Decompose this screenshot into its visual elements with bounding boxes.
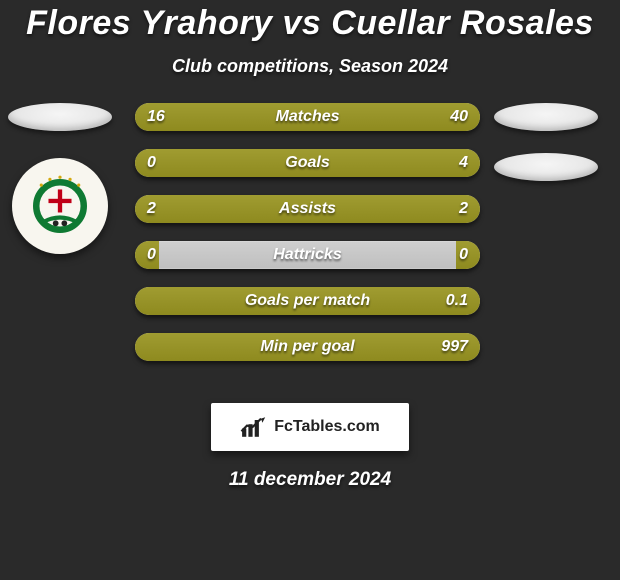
stat-label: Goals per match: [135, 287, 480, 315]
club-crest: [12, 158, 108, 254]
player-right-pill-2: [494, 153, 598, 181]
stat-row: 00Hattricks: [135, 241, 480, 269]
chart-icon: [240, 415, 268, 439]
stat-row: 22Assists: [135, 195, 480, 223]
stat-label: Hattricks: [135, 241, 480, 269]
subtitle: Club competitions, Season 2024: [0, 56, 620, 77]
stat-label: Min per goal: [135, 333, 480, 361]
stat-rows: 1640Matches 04Goals 22Assists 00Hattricks 0.…: [135, 103, 480, 361]
stat-row: 0.1Goals per match: [135, 287, 480, 315]
stat-row: 1640Matches: [135, 103, 480, 131]
stat-row: 04Goals: [135, 149, 480, 177]
comparison-area: 1640Matches 04Goals 22Assists 00Hattricks 0.…: [0, 103, 620, 387]
stat-row: 997Min per goal: [135, 333, 480, 361]
page-title: Flores Yrahory vs Cuellar Rosales: [0, 0, 620, 42]
stat-label: Matches: [135, 103, 480, 131]
player-left-pill: [8, 103, 112, 131]
stat-label: Goals: [135, 149, 480, 177]
date-text: 11 december 2024: [0, 469, 620, 491]
source-badge-label: FcTables.com: [274, 418, 380, 436]
source-badge: FcTables.com: [211, 403, 409, 451]
stat-label: Assists: [135, 195, 480, 223]
player-right-pill-1: [494, 103, 598, 131]
